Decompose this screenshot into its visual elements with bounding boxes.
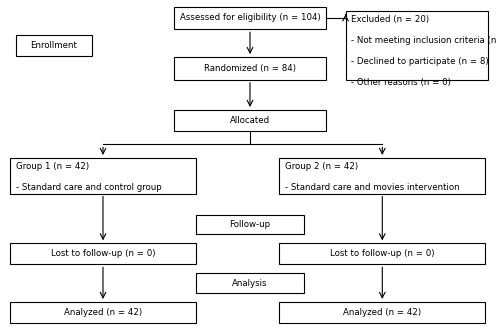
FancyBboxPatch shape xyxy=(174,57,326,80)
Text: Analyzed (n = 42): Analyzed (n = 42) xyxy=(64,308,142,317)
FancyBboxPatch shape xyxy=(280,243,485,264)
FancyBboxPatch shape xyxy=(280,158,485,194)
FancyBboxPatch shape xyxy=(174,110,326,131)
Text: Assessed for eligibility (n = 104): Assessed for eligibility (n = 104) xyxy=(180,14,320,23)
Text: Lost to follow-up (n = 0): Lost to follow-up (n = 0) xyxy=(330,249,434,258)
Text: Follow-up: Follow-up xyxy=(230,220,270,229)
Text: Group 2 (n = 42)

- Standard care and movies intervention: Group 2 (n = 42) - Standard care and mov… xyxy=(286,162,460,192)
FancyBboxPatch shape xyxy=(196,273,304,293)
FancyBboxPatch shape xyxy=(174,7,326,29)
Text: Enrollment: Enrollment xyxy=(30,41,78,50)
FancyBboxPatch shape xyxy=(196,215,304,234)
FancyBboxPatch shape xyxy=(10,302,196,323)
FancyBboxPatch shape xyxy=(16,35,92,56)
Text: Lost to follow-up (n = 0): Lost to follow-up (n = 0) xyxy=(51,249,155,258)
FancyBboxPatch shape xyxy=(280,302,485,323)
FancyBboxPatch shape xyxy=(346,11,488,80)
Text: Analysis: Analysis xyxy=(232,279,268,288)
Text: Randomized (n = 84): Randomized (n = 84) xyxy=(204,64,296,73)
FancyBboxPatch shape xyxy=(10,158,196,194)
Text: Allocated: Allocated xyxy=(230,116,270,125)
Text: Analyzed (n = 42): Analyzed (n = 42) xyxy=(343,308,421,317)
Text: Excluded (n = 20)

- Not meeting inclusion criteria (n = 12)

- Declined to part: Excluded (n = 20) - Not meeting inclusio… xyxy=(352,15,500,87)
FancyBboxPatch shape xyxy=(10,243,196,264)
Text: Group 1 (n = 42)

- Standard care and control group: Group 1 (n = 42) - Standard care and con… xyxy=(16,162,162,192)
